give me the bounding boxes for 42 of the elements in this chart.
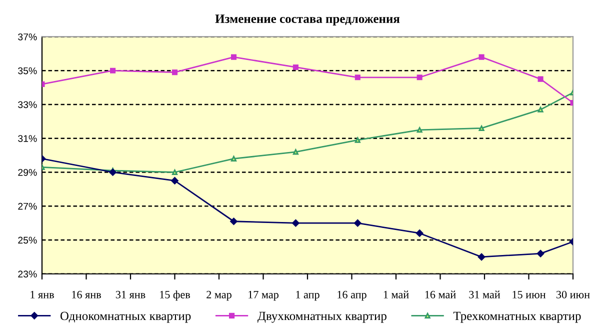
chart-title: Изменение состава предложения (215, 14, 400, 26)
point (536, 250, 544, 258)
x-tick-label: 1 апр (296, 290, 320, 301)
x-tick-label: 2 мар (206, 290, 232, 301)
y-tick-label: 37% (18, 33, 37, 40)
x-tick-label: 16 май (425, 290, 456, 298)
legend-label: Трехкомнатных квартир (453, 312, 581, 323)
point (171, 177, 178, 184)
x-tick-label: 16 апр (338, 290, 366, 301)
x-tick-label: 30 июн (556, 290, 590, 298)
y-tick-label: 23% (18, 270, 37, 278)
point (354, 74, 360, 80)
x-tick-label: 1 май (384, 290, 409, 298)
point (172, 70, 178, 76)
point (292, 64, 298, 70)
point (478, 125, 484, 131)
point (416, 230, 424, 237)
legend-label: Двухкомнатных квартир (258, 312, 386, 323)
point (292, 219, 300, 227)
point (172, 169, 178, 176)
point (478, 54, 484, 60)
y-tick-label: 33% (18, 101, 37, 108)
x-tick-label: 17 мар (248, 290, 278, 301)
point (354, 219, 362, 227)
x-tick-label: 15 июн (512, 290, 546, 298)
x-tick-label: 31 май (469, 290, 500, 298)
y-tick-label: 35% (18, 67, 37, 74)
point (109, 168, 116, 176)
x-tick-label: 16 янв (72, 290, 101, 298)
y-tick-label: 25% (18, 236, 37, 244)
x-tick-label: 1 янв (30, 290, 54, 298)
x-tick-label: 15 фев (160, 290, 190, 301)
point (538, 106, 544, 112)
legend-label: Однокомнатных квартир (60, 312, 191, 323)
y-tick-label: 31% (18, 135, 37, 142)
point (110, 68, 116, 74)
point (478, 253, 486, 261)
x-tick-label: 31 янв (116, 290, 146, 298)
point (538, 76, 544, 82)
y-tick-label: 29% (18, 168, 37, 176)
y-tick-label: 27% (18, 202, 37, 210)
point (416, 74, 422, 80)
